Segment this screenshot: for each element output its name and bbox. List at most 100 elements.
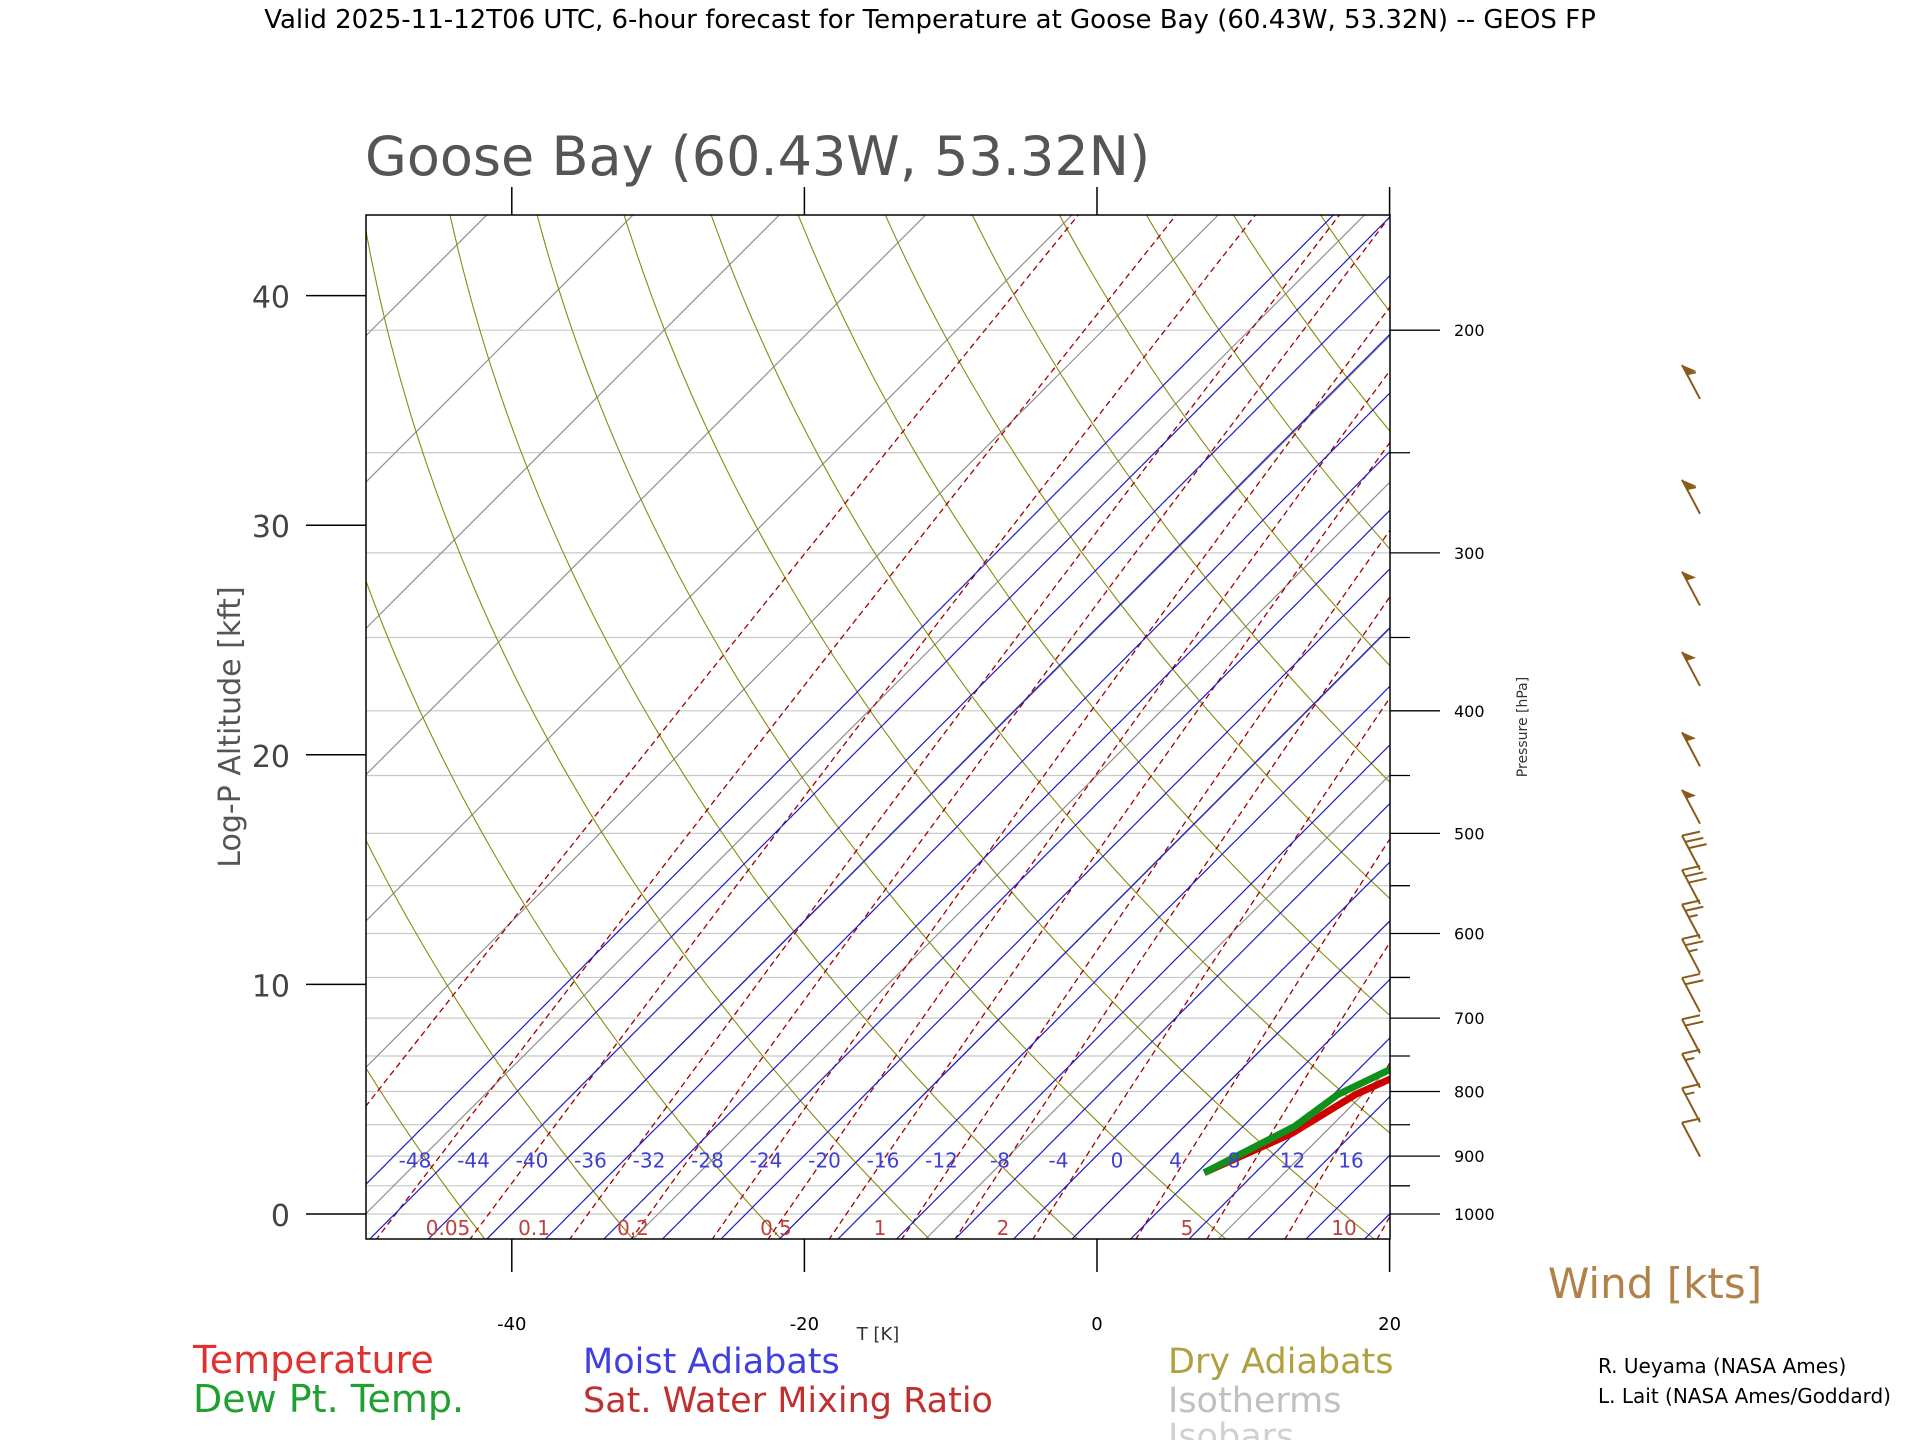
axes: -40 -20 0 200102030401000900800700600500400…: [252, 187, 1495, 1335]
wind-barb-halftick: [1688, 914, 1698, 918]
legend: Temperature Dew Pt. Temp. Moist Adiabats…: [192, 1338, 1394, 1440]
moist-adiabat-line: [1129, 978, 1390, 1239]
dry-adiabat-line: [1145, 215, 1390, 550]
y2-axis-label: Pressure [hPa]: [1515, 677, 1531, 777]
moist-adiabat-label: -16: [867, 1149, 900, 1173]
x-tick-label: 20: [1378, 1314, 1401, 1335]
moist-adiabat-line: [895, 743, 1390, 1239]
dry-adiabat-line: [1811, 181, 1920, 1249]
wind-barb-tick: [1681, 865, 1701, 872]
wind-barb-flag: [1682, 732, 1696, 742]
dry-adiabat-line: [1058, 215, 1390, 667]
dry-adiabat-line: [1232, 215, 1390, 433]
wind-barb-staff: [1681, 1122, 1701, 1158]
wind-barb-staff: [1681, 731, 1701, 767]
wind-barb-staff: [1681, 904, 1701, 939]
wind-barb: [1681, 1083, 1701, 1123]
wind-barb-tick: [1685, 836, 1704, 843]
credit-line-1: R. Ueyama (NASA Ames): [1598, 1354, 1846, 1378]
wind-barb-staff: [1681, 1018, 1701, 1054]
isotherm-line: [366, 215, 1073, 922]
wind-barb-staff: [1681, 1053, 1701, 1089]
temperature-trace: [1202, 1075, 1390, 1176]
mixing-ratio-line: [954, 595, 1390, 1239]
pressure-tick-label: 300: [1454, 544, 1485, 563]
mixing-ratio-line: [630, 215, 1390, 1239]
wind-barb: [1681, 1048, 1701, 1089]
moist-adiabat-label: -48: [399, 1149, 432, 1173]
background-lines: [366, 181, 1920, 1249]
wind-barb-tick: [1681, 972, 1701, 979]
moist-adiabat-label: -20: [808, 1149, 841, 1173]
moist-adiabat-label: -24: [750, 1149, 783, 1173]
mixing-ratio-line: [828, 441, 1390, 1239]
moist-adiabat-label: 8: [1228, 1149, 1241, 1173]
pressure-tick-label: 900: [1454, 1147, 1485, 1166]
dry-adiabat-line: [710, 215, 1390, 1134]
moist-adiabat-line: [1188, 1037, 1390, 1239]
legend-isobars: Isobars: [1168, 1417, 1294, 1440]
wind-barb-flag: [1682, 789, 1696, 799]
legend-dewpoint: Dew Pt. Temp.: [193, 1377, 464, 1421]
pressure-tick-label: 800: [1454, 1082, 1485, 1101]
y-tick-label: 20: [252, 740, 290, 775]
mixing-ratio-label: 0.05: [426, 1216, 471, 1240]
plot-frame: [365, 214, 1391, 1240]
moist-adiabat-line: [427, 274, 1390, 1239]
wind-barb: [1681, 731, 1701, 767]
y-tick-label: 30: [252, 510, 290, 545]
wind-barb-tick: [1688, 843, 1707, 850]
moist-adiabat-label: -36: [574, 1149, 607, 1173]
moist-adiabat-line: [661, 509, 1390, 1239]
wind-barb-halftick: [1688, 948, 1698, 953]
wind-barb-staff: [1681, 977, 1701, 1013]
wind-barb-tick: [1681, 899, 1701, 906]
wind-barb-flag: [1682, 571, 1696, 581]
moist-adiabat-line: [720, 567, 1390, 1239]
wind-barb: [1681, 1117, 1701, 1158]
mixing-ratio-line: [1440, 181, 1920, 1249]
wind-barb: [1681, 651, 1701, 687]
moist-adiabat-line: [369, 216, 1390, 1239]
dry-adiabat-line: [797, 215, 1390, 1017]
legend-mixing: Sat. Water Mixing Ratio: [583, 1381, 993, 1421]
dry-adiabat-line: [1469, 181, 1920, 1249]
mixing-ratio-label: 2: [997, 1216, 1010, 1240]
wind-barb-tick: [1688, 877, 1707, 884]
dry-adiabat-line: [971, 215, 1390, 783]
wind-barb: [1681, 830, 1707, 871]
mixing-ratio-label: 0.2: [617, 1216, 649, 1240]
legend-dry: Dry Adiabats: [1168, 1342, 1394, 1382]
wind-barb-tick: [1681, 933, 1701, 940]
isotherm-line: [366, 215, 1220, 1069]
wind-barb-staff: [1681, 869, 1701, 905]
x-tick-label: -20: [790, 1314, 819, 1335]
wind-barb: [1681, 865, 1707, 905]
isotherm-line: [1071, 920, 1390, 1239]
dry-adiabat-line: [623, 215, 1375, 1239]
mixing-ratio-line: [375, 215, 1177, 1239]
wind-barb: [1681, 789, 1701, 825]
dry-adiabat-line: [1555, 181, 1920, 1249]
wind-barb: [1681, 972, 1704, 1013]
wind-barb: [1681, 571, 1701, 607]
moist-adiabat-line: [778, 626, 1390, 1239]
moist-adiabat-label: -4: [1049, 1149, 1069, 1173]
pressure-tick-label: 400: [1454, 702, 1485, 721]
mixing-ratio-label: 0.5: [760, 1216, 792, 1240]
mixing-ratio-line: [900, 529, 1390, 1239]
dry-adiabat-line: [366, 839, 634, 1239]
moist-adiabat-label: -40: [516, 1149, 549, 1173]
moist-adiabat-label: -8: [990, 1149, 1010, 1173]
wind-barb-tick: [1685, 940, 1704, 947]
isotherm-line: [1648, 181, 1920, 1249]
y-tick-label: 40: [252, 281, 290, 316]
wind-barb-tick: [1685, 871, 1704, 878]
moist-adiabat-label: 12: [1280, 1149, 1305, 1173]
wind-barb-tick: [1685, 905, 1704, 912]
y-axis-label: Log-P Altitude [kft]: [213, 586, 248, 867]
isotherm-line: [366, 215, 488, 337]
mixing-ratio-line: [1032, 696, 1390, 1239]
moist-adiabat-label: -12: [925, 1149, 958, 1173]
